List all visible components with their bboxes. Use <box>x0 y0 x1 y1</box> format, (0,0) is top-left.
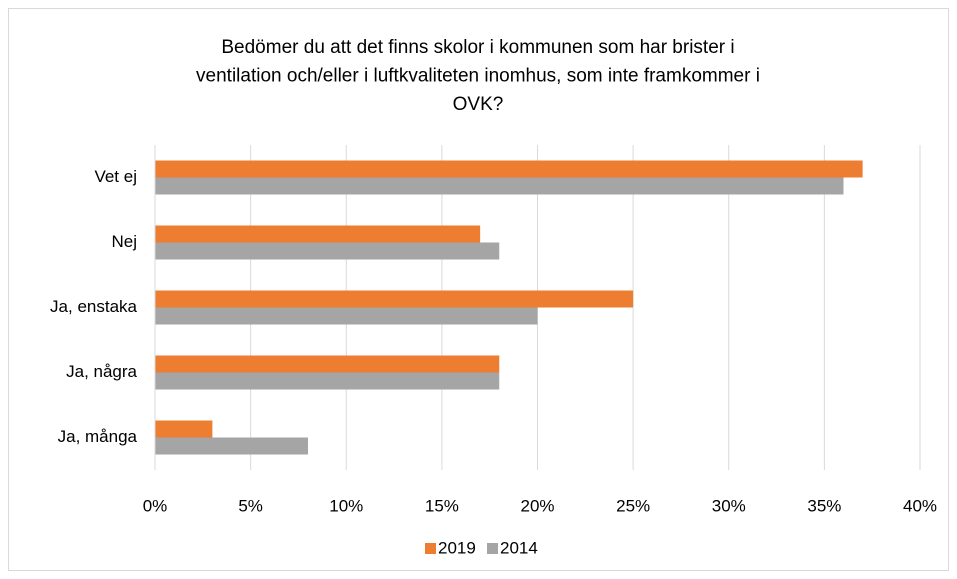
y-tick-label: Ja, några <box>66 362 137 381</box>
bar <box>155 372 500 390</box>
bar <box>155 160 863 178</box>
x-tick-label: 30% <box>712 496 746 515</box>
chart-title: Bedömer du att det finns skolor i kommun… <box>221 37 734 58</box>
y-tick-label: Ja, enstaka <box>50 297 137 316</box>
legend-swatch <box>425 543 436 554</box>
bar <box>155 290 634 308</box>
x-tick-label: 5% <box>238 496 263 515</box>
legend-label: 2014 <box>500 538 538 557</box>
x-tick-label: 25% <box>616 496 650 515</box>
bar <box>155 355 500 373</box>
chart-frame <box>8 8 949 571</box>
x-tick-label: 35% <box>807 496 841 515</box>
y-tick-label: Vet ej <box>94 167 137 186</box>
chart-title: OVK? <box>453 94 504 115</box>
bar <box>155 242 500 260</box>
x-tick-label: 15% <box>425 496 459 515</box>
bar <box>155 307 538 325</box>
bar <box>155 177 844 195</box>
bar <box>155 225 481 243</box>
x-tick-label: 20% <box>520 496 554 515</box>
y-tick-label: Ja, många <box>58 427 138 446</box>
x-tick-label: 0% <box>143 496 168 515</box>
x-tick-label: 10% <box>329 496 363 515</box>
x-tick-label: 40% <box>903 496 937 515</box>
legend-swatch <box>487 543 498 554</box>
bar <box>155 437 308 455</box>
legend-label: 2019 <box>438 538 476 557</box>
y-tick-label: Nej <box>111 232 137 251</box>
bar <box>155 420 213 438</box>
chart-title: ventilation och/eller i luftkvaliteten i… <box>196 66 760 87</box>
